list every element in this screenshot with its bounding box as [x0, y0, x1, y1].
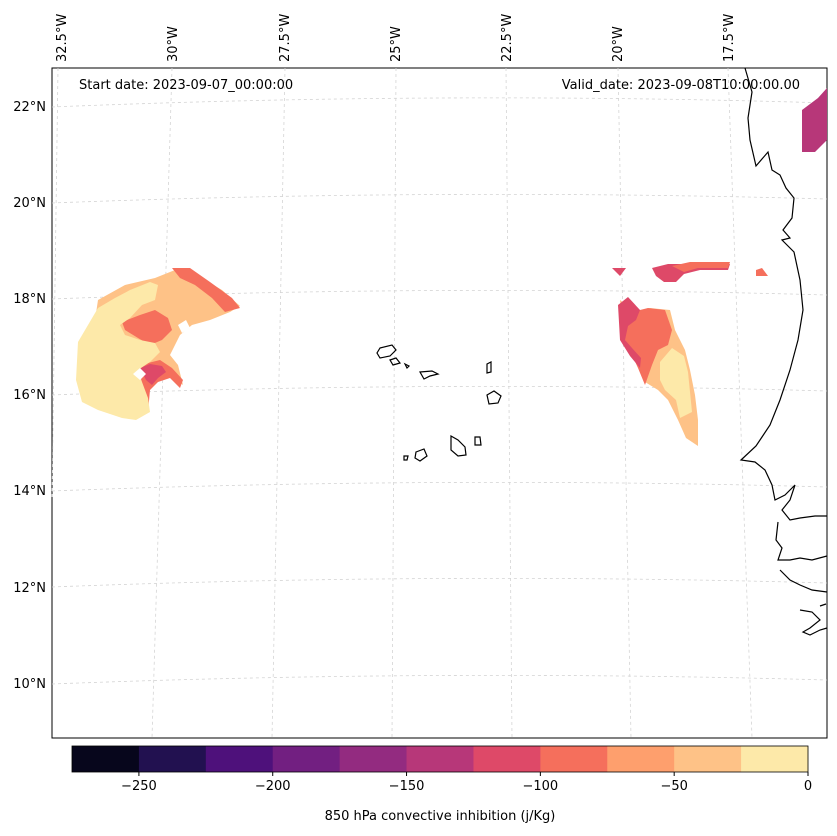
cin-west-magenta	[140, 364, 166, 385]
lon-label-25w: 25°W	[389, 26, 404, 62]
meridian-25w	[391, 67, 397, 739]
cin-west-yellow	[76, 282, 160, 420]
coastlines	[376, 67, 828, 636]
cin-north-magenta	[612, 268, 626, 276]
lat-label-22n: 22°N	[13, 100, 46, 115]
lat-label-20n: 20°N	[13, 196, 46, 211]
colorbar-tick-label: −50	[660, 779, 687, 794]
start-date-label: Start date: 2023-09-07_00:00:00	[79, 78, 294, 93]
parallel-20n	[51, 193, 828, 204]
cin-east-red	[620, 305, 672, 385]
cin-eastern-region	[612, 88, 827, 446]
colorbar-swatch	[473, 746, 541, 772]
longitude-labels: 32.5°W 30°W 27.5°W 25°W 22.5°W 20°W 17.5…	[55, 14, 737, 62]
cin-west-red-2	[172, 268, 240, 312]
colorbar-swatch	[272, 746, 341, 772]
colorbar-tick-label: −150	[389, 779, 425, 794]
lon-label-17-5w: 17.5°W	[722, 14, 737, 62]
colorbar-swatch	[339, 746, 408, 772]
lat-label-16n: 16°N	[13, 388, 46, 403]
colorbar-title: 850 hPa convective inhibition (j/Kg)	[324, 809, 556, 824]
meridian-30w	[151, 67, 173, 739]
meridian-27-5w	[271, 67, 286, 739]
parallel-10n	[51, 674, 828, 685]
island-santiago	[450, 434, 467, 457]
lon-label-20w: 20°W	[611, 26, 626, 62]
meridian-32-5w	[51, 67, 59, 501]
lat-label-10n: 10°N	[13, 677, 46, 692]
colorbar-tick-label: −100	[523, 779, 559, 794]
cin-western-region	[76, 268, 240, 420]
island-fogo	[414, 448, 428, 462]
colorbar-frame	[71, 745, 809, 773]
island-boa-vista	[486, 390, 502, 405]
island-sal	[486, 361, 492, 374]
meridian-17-5w	[727, 67, 753, 739]
lon-label-22-5w: 22.5°W	[500, 14, 515, 62]
lon-label-32-5w: 32.5°W	[55, 14, 70, 62]
cin-north-red	[672, 262, 730, 272]
map-frame	[51, 67, 828, 739]
cin-west-red-1	[122, 310, 172, 345]
colorbar: −250 −200 −150 −100 −50 0	[71, 745, 812, 794]
colorbar-swatch	[607, 746, 675, 772]
lat-label-14n: 14°N	[13, 484, 46, 499]
lon-label-30w: 30°W	[166, 26, 181, 62]
cin-east-magenta	[618, 297, 641, 368]
colorbar-swatch	[741, 746, 809, 772]
lon-label-27-5w: 27.5°W	[278, 14, 293, 62]
cin-west-gap-2	[178, 320, 190, 333]
island-sao-nicolau	[419, 370, 440, 380]
colorbar-swatch	[205, 746, 274, 772]
parallel-14n	[51, 481, 828, 492]
island-brava	[403, 455, 409, 461]
parallel-12n	[51, 577, 828, 588]
island-santa-luzia	[403, 362, 411, 370]
cin-north-band	[652, 264, 730, 282]
colorbar-tick-label: −200	[255, 779, 291, 794]
island-sao-vicente	[389, 357, 402, 366]
lat-label-18n: 18°N	[13, 292, 46, 307]
colorbar-tick-label: −250	[121, 779, 157, 794]
colorbar-swatch	[540, 746, 608, 772]
meridian-22-5w	[505, 67, 513, 739]
colorbar-swatch	[674, 746, 742, 772]
colorbar-swatch	[138, 746, 207, 772]
cin-northeast-corner	[802, 88, 827, 152]
cin-east-yellow	[660, 348, 692, 418]
parallel-16n	[51, 385, 828, 396]
colorbar-tick-label: 0	[804, 779, 812, 794]
colorbar-swatch	[72, 746, 140, 772]
cin-north-orange-dot	[756, 268, 768, 276]
valid-date-label: Valid_date: 2023-09-08T10:00:00.00	[561, 78, 800, 93]
parallel-22n	[51, 97, 828, 108]
cin-west-gap	[133, 368, 146, 380]
latitude-labels: 22°N 20°N 18°N 16°N 14°N 12°N 10°N	[13, 100, 46, 692]
island-santo-antao	[376, 344, 397, 359]
colorbar-swatch	[406, 746, 474, 772]
island-maio	[474, 436, 482, 446]
meridian-20w	[617, 67, 632, 739]
lat-label-12n: 12°N	[13, 581, 46, 596]
african-coastline	[739, 67, 828, 636]
